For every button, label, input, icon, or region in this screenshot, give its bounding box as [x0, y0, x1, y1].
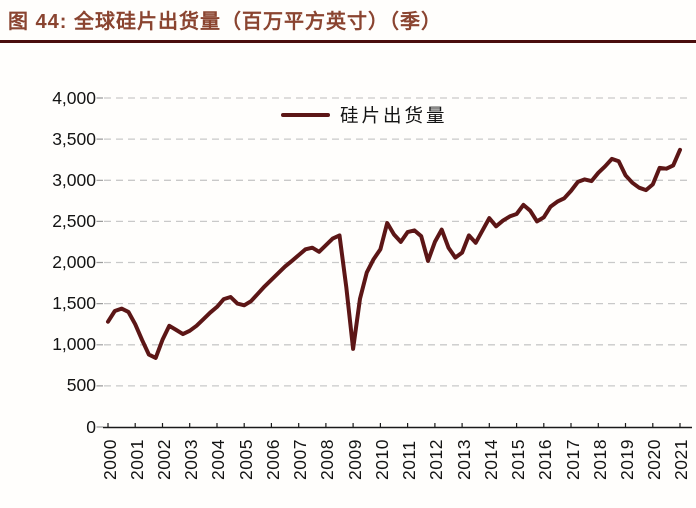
y-axis-tick-label: 4,000: [52, 87, 96, 108]
y-axis-tick-label: 3,500: [52, 128, 96, 149]
x-axis-tick-label: 2004: [208, 439, 229, 480]
x-axis-tick-label: 2012: [426, 439, 447, 480]
wafer-shipment-line: [106, 147, 682, 360]
x-axis-tick-label: 2002: [153, 439, 174, 480]
x-axis-tick-label: 2015: [508, 439, 529, 480]
y-axis-tick-label: 2,500: [52, 210, 96, 231]
y-axis-tick-label: 0: [86, 416, 96, 437]
x-axis-tick-label: 2014: [480, 439, 501, 480]
y-axis-tick-label: 500: [66, 375, 96, 396]
x-axis-tick-label: 2007: [290, 439, 311, 480]
x-axis-ticks: [107, 423, 681, 428]
x-axis-tick-label: 2019: [617, 439, 638, 480]
x-axis-tick-label: 2001: [126, 439, 147, 480]
figure-title: 图 44: 全球硅片出货量（百万平方英寸）（季）: [8, 11, 443, 33]
figure-header: 图 44: 全球硅片出货量（百万平方英寸）（季）: [8, 5, 442, 34]
x-axis-tick-label: 2018: [589, 439, 610, 480]
x-axis-tick-label: 2011: [399, 440, 420, 480]
y-axis-tick-label: 1,500: [52, 293, 96, 314]
legend: 硅片出货量: [281, 102, 448, 128]
y-axis-ticks: [96, 97, 103, 428]
x-axis-tick-label: 2000: [99, 439, 120, 480]
title-underline: [0, 40, 696, 43]
legend-label: 硅片出货量: [340, 105, 448, 126]
y-axis-tick-label: 3,000: [52, 169, 96, 190]
y-axis-tick-label: 1,000: [52, 334, 96, 355]
x-axis-tick-label: 2016: [535, 439, 556, 480]
x-axis-tick-label: 2021: [671, 439, 692, 480]
gridlines: [104, 97, 691, 387]
y-axis-tick-label: 2,000: [52, 252, 96, 272]
x-axis-tick-label: 2013: [453, 439, 474, 480]
x-axis-tick-label: 2006: [262, 439, 283, 480]
x-axis-tick-label: 2003: [181, 439, 202, 480]
x-axis-tick-label: 2008: [317, 439, 338, 480]
x-axis-tick-label: 2009: [344, 439, 365, 480]
x-axis-tick-label: 2020: [644, 439, 665, 480]
x-axis-tick-label: 2005: [235, 439, 256, 480]
legend-line-swatch: [281, 112, 330, 118]
x-axis-tick-label: 2017: [562, 439, 583, 480]
x-axis-tick-label: 2010: [371, 439, 392, 480]
